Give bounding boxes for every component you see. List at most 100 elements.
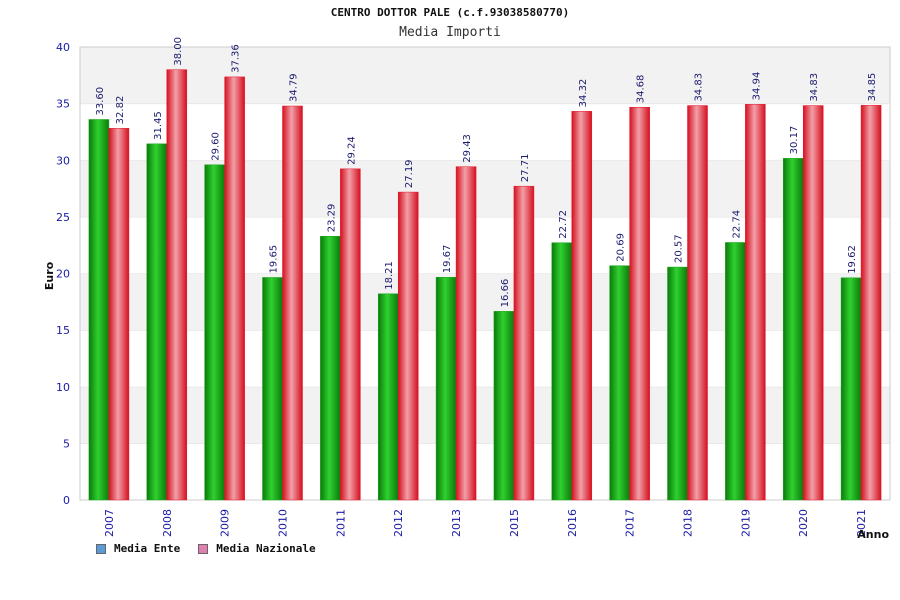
legend-item-nazionale[interactable]: Media Nazionale [198,542,316,555]
legend: Media Ente Media Nazionale [96,542,316,555]
x-tick-label: 2019 [739,509,752,537]
x-tick-label: 2012 [392,509,405,537]
x-tick-label: 2017 [624,509,637,537]
data-label: 38.00 [173,37,184,66]
bar-media-nazionale [455,166,477,501]
data-label: 19.62 [847,245,858,274]
bar-media-nazionale [802,105,824,501]
grid-band [80,103,890,161]
data-label: 29.60 [211,132,222,161]
plot-frame [79,46,891,501]
data-label: 37.36 [231,44,242,73]
x-tick-label: 2013 [450,509,463,537]
y-tick-label: 15 [56,324,70,337]
data-label: 29.43 [462,134,473,163]
x-tick-label: 2010 [277,509,290,537]
data-label: 20.57 [674,234,685,263]
x-tick-label: 2021 [855,509,868,537]
data-label: 19.67 [442,245,453,274]
data-label: 34.68 [636,75,647,104]
bar-media-ente [725,242,746,501]
grid-band [80,443,890,500]
bar-media-nazionale [340,168,361,501]
data-label: 34.79 [289,73,300,102]
bar-media-ente [146,143,168,501]
data-label: 34.83 [809,73,820,102]
grid-band [80,216,890,274]
data-label: 20.69 [616,233,627,262]
bar-media-ente [435,276,457,501]
bar-media-ente [840,277,862,501]
grid-band [80,160,890,217]
bar-media-ente [320,235,341,501]
bar-media-ente [377,293,399,501]
data-label: 33.60 [95,87,106,116]
data-label: 27.19 [404,159,415,188]
data-label: 34.85 [867,73,878,102]
data-label: 22.74 [731,210,742,239]
x-tick-label: 2018 [682,509,695,537]
bar-media-ente [551,242,573,501]
bar-media-nazionale [745,104,766,501]
x-tick-label: 2008 [161,509,174,537]
bar-media-nazionale [224,76,245,501]
x-tick-label: 2009 [219,509,232,537]
legend-label-ente: Media Ente [114,542,181,555]
bar-media-ente [262,277,283,501]
bar-media-nazionale [166,69,188,501]
bar-media-ente [204,164,225,501]
data-label: 23.29 [326,204,337,233]
bar-media-nazionale [513,185,535,501]
data-label: 16.66 [500,279,511,308]
chart-title: CENTRO DOTTOR PALE (c.f.93038580770) [330,6,570,19]
x-tick-label: 2007 [103,509,116,537]
y-tick-label: 35 [56,98,70,111]
bar-media-nazionale [282,105,303,501]
y-tick-label: 10 [56,381,70,394]
y-tick-label: 0 [63,494,70,507]
bar-media-nazionale [108,128,130,501]
bar-media-nazionale [687,105,708,501]
data-label: 22.72 [558,210,569,239]
data-label: 27.71 [520,154,531,183]
x-tick-label: 2016 [566,509,579,537]
bar-media-nazionale [629,106,650,501]
bar-media-nazionale [571,111,593,501]
grid-band [80,47,890,104]
y-tick-label: 40 [56,41,70,54]
data-label: 34.94 [751,72,762,101]
x-axis-title: Anno [857,528,889,541]
y-tick-label: 25 [56,211,70,224]
data-label: 32.82 [115,96,126,125]
bar-media-ente [493,311,515,501]
data-label: 31.45 [153,111,164,140]
bar-media-ente [667,266,688,501]
grid-band [80,273,890,331]
x-tick-label: 2020 [797,509,810,537]
chart-subtitle: Media Importi [399,25,501,40]
data-label: 30.17 [789,126,800,155]
data-label: 34.83 [694,73,705,102]
grid-band [80,386,890,444]
grid-band [80,330,890,387]
data-label: 18.21 [384,261,395,290]
legend-swatch-nazionale [198,543,209,554]
bar-media-ente [782,158,804,501]
data-label: 29.24 [346,136,357,165]
y-tick-label: 5 [63,437,70,450]
legend-swatch-ente [96,543,106,554]
bar-media-nazionale [860,105,882,501]
y-axis-title: Euro [43,261,56,290]
data-label: 19.65 [269,245,280,274]
x-tick-label: 2011 [334,509,347,537]
data-label: 34.32 [578,79,589,108]
legend-item-ente[interactable]: Media Ente [96,542,180,555]
legend-label-nazionale: Media Nazionale [216,542,316,555]
y-tick-label: 30 [56,154,70,167]
bar-media-nazionale [397,191,419,501]
bar-media-ente [88,119,110,501]
x-tick-label: 2015 [508,509,521,537]
y-tick-label: 20 [56,268,70,281]
